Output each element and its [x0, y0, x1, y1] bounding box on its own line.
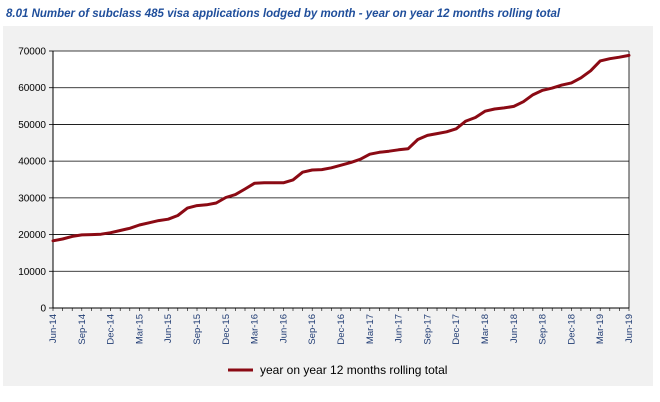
data-point [148, 221, 150, 224]
data-point [90, 233, 93, 236]
data-point [340, 164, 342, 167]
data-point [128, 227, 131, 230]
data-point [196, 204, 198, 207]
data-point [52, 239, 54, 242]
data-point [464, 120, 467, 123]
data-point [80, 234, 83, 236]
x-tick-label: Jun-17 [394, 314, 405, 343]
data-point [378, 151, 381, 154]
data-point [522, 100, 525, 103]
data-point [551, 87, 554, 89]
data-point [532, 93, 534, 96]
x-tick-label: Jun-19 [624, 314, 635, 343]
data-point [628, 54, 630, 57]
line-chart: 0 10000 20000 30000 40000 50000 60000 70000 Jun-… [18, 47, 635, 378]
data-point [282, 181, 285, 184]
x-tick-label: Dec-18 [566, 314, 577, 345]
data-point [349, 161, 352, 164]
data-point [263, 181, 266, 184]
x-tick-label: Jun-15 [163, 314, 174, 343]
x-tick-label: Mar-17 [365, 314, 376, 344]
data-point [618, 56, 621, 59]
x-tick-label: Jun-16 [278, 314, 289, 343]
x-tick-label: Sep-15 [192, 314, 203, 345]
data-point [176, 214, 179, 217]
chart-area: 0 10000 20000 30000 40000 50000 60000 70000 Jun-… [3, 26, 653, 386]
data-point [167, 218, 170, 221]
data-point [61, 238, 64, 240]
x-tick-label: Dec-14 [106, 314, 117, 345]
y-tick-label: 40000 [18, 157, 46, 168]
x-tick-label: Mar-15 [134, 314, 145, 344]
data-point [580, 76, 582, 79]
x-tick-label: Mar-18 [480, 314, 491, 344]
data-point [599, 60, 602, 62]
data-point [397, 148, 400, 151]
data-point [484, 110, 486, 113]
data-point [157, 219, 160, 222]
data-point [407, 147, 410, 150]
data-point [560, 84, 563, 87]
data-point [503, 107, 506, 109]
x-tick-label: Dec-17 [451, 314, 462, 345]
data-point [608, 57, 611, 60]
data-point [320, 168, 323, 171]
data-point [138, 224, 141, 226]
data-point [474, 116, 477, 119]
y-tick-label: 50000 [18, 120, 46, 131]
data-point [71, 235, 74, 238]
data-point [311, 169, 314, 171]
data-point [541, 89, 544, 92]
x-tick-label: Dec-16 [336, 314, 347, 345]
x-tick-label: Mar-19 [595, 314, 606, 344]
data-point [416, 138, 419, 141]
data-point [215, 202, 218, 204]
data-point [570, 82, 573, 84]
data-point [186, 207, 189, 210]
x-tick-label: Sep-18 [538, 314, 549, 345]
data-point [292, 178, 294, 181]
data-point [589, 69, 592, 72]
data-point [244, 188, 246, 190]
y-tick-label: 0 [40, 304, 46, 315]
data-point [512, 105, 515, 108]
data-point [224, 196, 227, 199]
data-point [109, 231, 112, 234]
data-point [253, 182, 256, 185]
x-tick-label: Mar-16 [250, 314, 261, 344]
x-tick-label: Jun-18 [509, 314, 520, 343]
data-point [445, 130, 448, 133]
data-point [301, 171, 304, 174]
x-tick-label: Sep-17 [422, 314, 433, 345]
data-point [234, 193, 237, 196]
chart-title: 8.01 Number of subclass 485 visa applica… [6, 8, 561, 20]
data-point [436, 132, 438, 135]
y-tick-label: 30000 [18, 193, 46, 204]
x-tick-label: Dec-15 [221, 314, 232, 345]
data-point [493, 108, 496, 110]
data-point [119, 229, 122, 232]
data-point [330, 166, 333, 169]
data-point [455, 127, 458, 130]
legend: year on year 12 months rolling total [228, 363, 447, 377]
y-tick-label: 20000 [18, 230, 46, 241]
data-point [100, 233, 102, 236]
legend-label: year on year 12 months rolling total [260, 363, 447, 377]
data-point [388, 150, 390, 153]
y-tick-label: 60000 [18, 83, 46, 94]
data-point [368, 153, 371, 156]
x-tick-label: Sep-14 [77, 314, 88, 345]
x-tick-label: Sep-16 [307, 314, 318, 345]
data-point [426, 134, 429, 137]
data-point [272, 181, 275, 184]
y-tick-label: 70000 [18, 47, 46, 58]
y-tick-label: 10000 [18, 267, 46, 278]
data-point [205, 203, 208, 206]
plot-layer: 0 10000 20000 30000 40000 50000 60000 70000 Jun-… [18, 47, 635, 345]
data-point [359, 158, 362, 161]
x-tick-label: Jun-14 [48, 314, 59, 343]
